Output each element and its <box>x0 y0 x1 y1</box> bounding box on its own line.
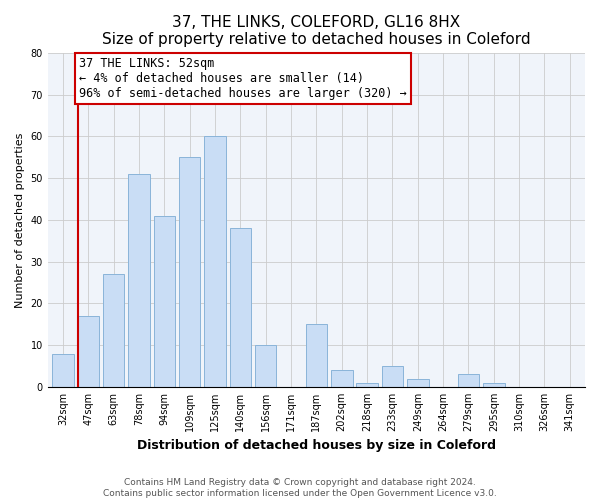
Bar <box>305 324 327 387</box>
Bar <box>77 316 99 387</box>
Title: 37, THE LINKS, COLEFORD, GL16 8HX
Size of property relative to detached houses i: 37, THE LINKS, COLEFORD, GL16 8HX Size o… <box>102 15 531 48</box>
Bar <box>154 216 175 387</box>
Bar <box>458 374 479 387</box>
Bar <box>128 174 150 387</box>
Bar <box>230 228 251 387</box>
Bar <box>407 378 428 387</box>
Text: Contains HM Land Registry data © Crown copyright and database right 2024.
Contai: Contains HM Land Registry data © Crown c… <box>103 478 497 498</box>
Text: 37 THE LINKS: 52sqm
← 4% of detached houses are smaller (14)
96% of semi-detache: 37 THE LINKS: 52sqm ← 4% of detached hou… <box>79 57 406 100</box>
Bar <box>255 345 277 387</box>
Bar <box>356 383 378 387</box>
Bar <box>52 354 74 387</box>
Bar <box>179 157 200 387</box>
Bar <box>483 383 505 387</box>
X-axis label: Distribution of detached houses by size in Coleford: Distribution of detached houses by size … <box>137 440 496 452</box>
Bar <box>382 366 403 387</box>
Y-axis label: Number of detached properties: Number of detached properties <box>15 132 25 308</box>
Bar <box>103 274 124 387</box>
Bar <box>204 136 226 387</box>
Bar <box>331 370 353 387</box>
